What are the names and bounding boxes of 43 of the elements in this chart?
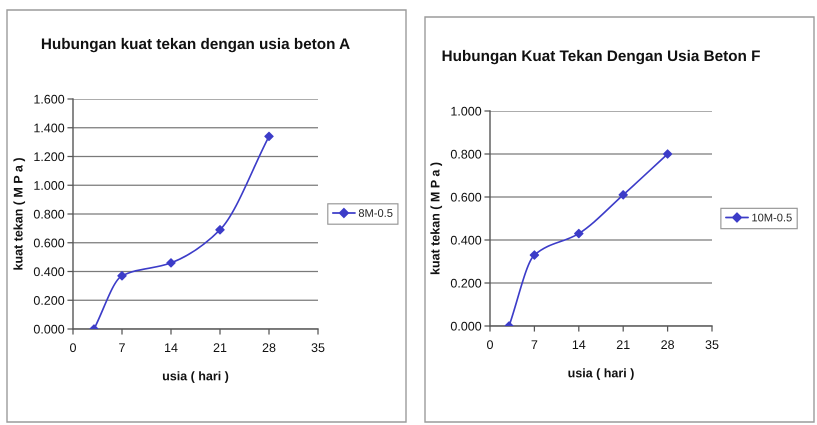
x-tick-label: 0 [70, 343, 76, 352]
point [662, 149, 672, 159]
y-tick-label: 1.000 [34, 181, 64, 190]
point [618, 190, 628, 200]
x-tick-label: 35 [312, 343, 324, 352]
point [264, 132, 274, 142]
y-tick-label: 0.200 [450, 278, 482, 288]
y-tick-label: 0.000 [450, 322, 482, 331]
y-tick-label: 0.800 [450, 150, 482, 159]
x-tick-label: 21 [214, 343, 226, 352]
y-tick-label: 1.200 [34, 152, 64, 162]
point [574, 228, 584, 238]
x-tick-label: 28 [661, 340, 674, 350]
x-axis-title: usia ( hari ) [568, 368, 634, 380]
chart-title: Hubungan kuat tekan dengan usia beton A [42, 38, 350, 52]
y-tick-label: 0.800 [34, 210, 64, 219]
y-tick-label: 1.000 [451, 106, 482, 116]
x-tick-label: 14 [165, 343, 178, 352]
x-tick-label: 21 [616, 340, 630, 349]
y-axis-title: kuat tekan ( M P a ) [13, 158, 26, 270]
legend-label: 10M-0.5 [752, 214, 792, 222]
point [166, 258, 176, 268]
y-tick-label: 1.600 [34, 94, 64, 104]
y-tick-label: 0.400 [450, 236, 482, 245]
point [215, 225, 225, 235]
x-tick-label: 14 [572, 340, 586, 349]
point [530, 250, 540, 260]
x-tick-label: 7 [532, 340, 538, 349]
y-tick-label: 0.600 [450, 192, 482, 202]
legend-label: 8M-0.5 [358, 209, 392, 217]
y-tick-label: 0.000 [34, 324, 64, 334]
point [117, 271, 127, 281]
x-axis-title: usia ( hari ) [162, 371, 228, 383]
y-axis-title: kuat tekan ( M P a ) [430, 162, 442, 274]
chart-title: Hubungan Kuat Tekan Dengan Usia Beton F [442, 50, 760, 64]
y-tick-label: 1.400 [34, 124, 64, 132]
x-tick-label: 7 [119, 343, 125, 352]
y-tick-label: 0.400 [34, 267, 64, 276]
x-tick-label: 0 [487, 340, 493, 350]
y-tick-label: 0.600 [34, 238, 64, 248]
x-tick-label: 35 [706, 340, 718, 350]
y-tick-label: 0.200 [34, 296, 64, 305]
x-tick-label: 28 [262, 343, 276, 352]
